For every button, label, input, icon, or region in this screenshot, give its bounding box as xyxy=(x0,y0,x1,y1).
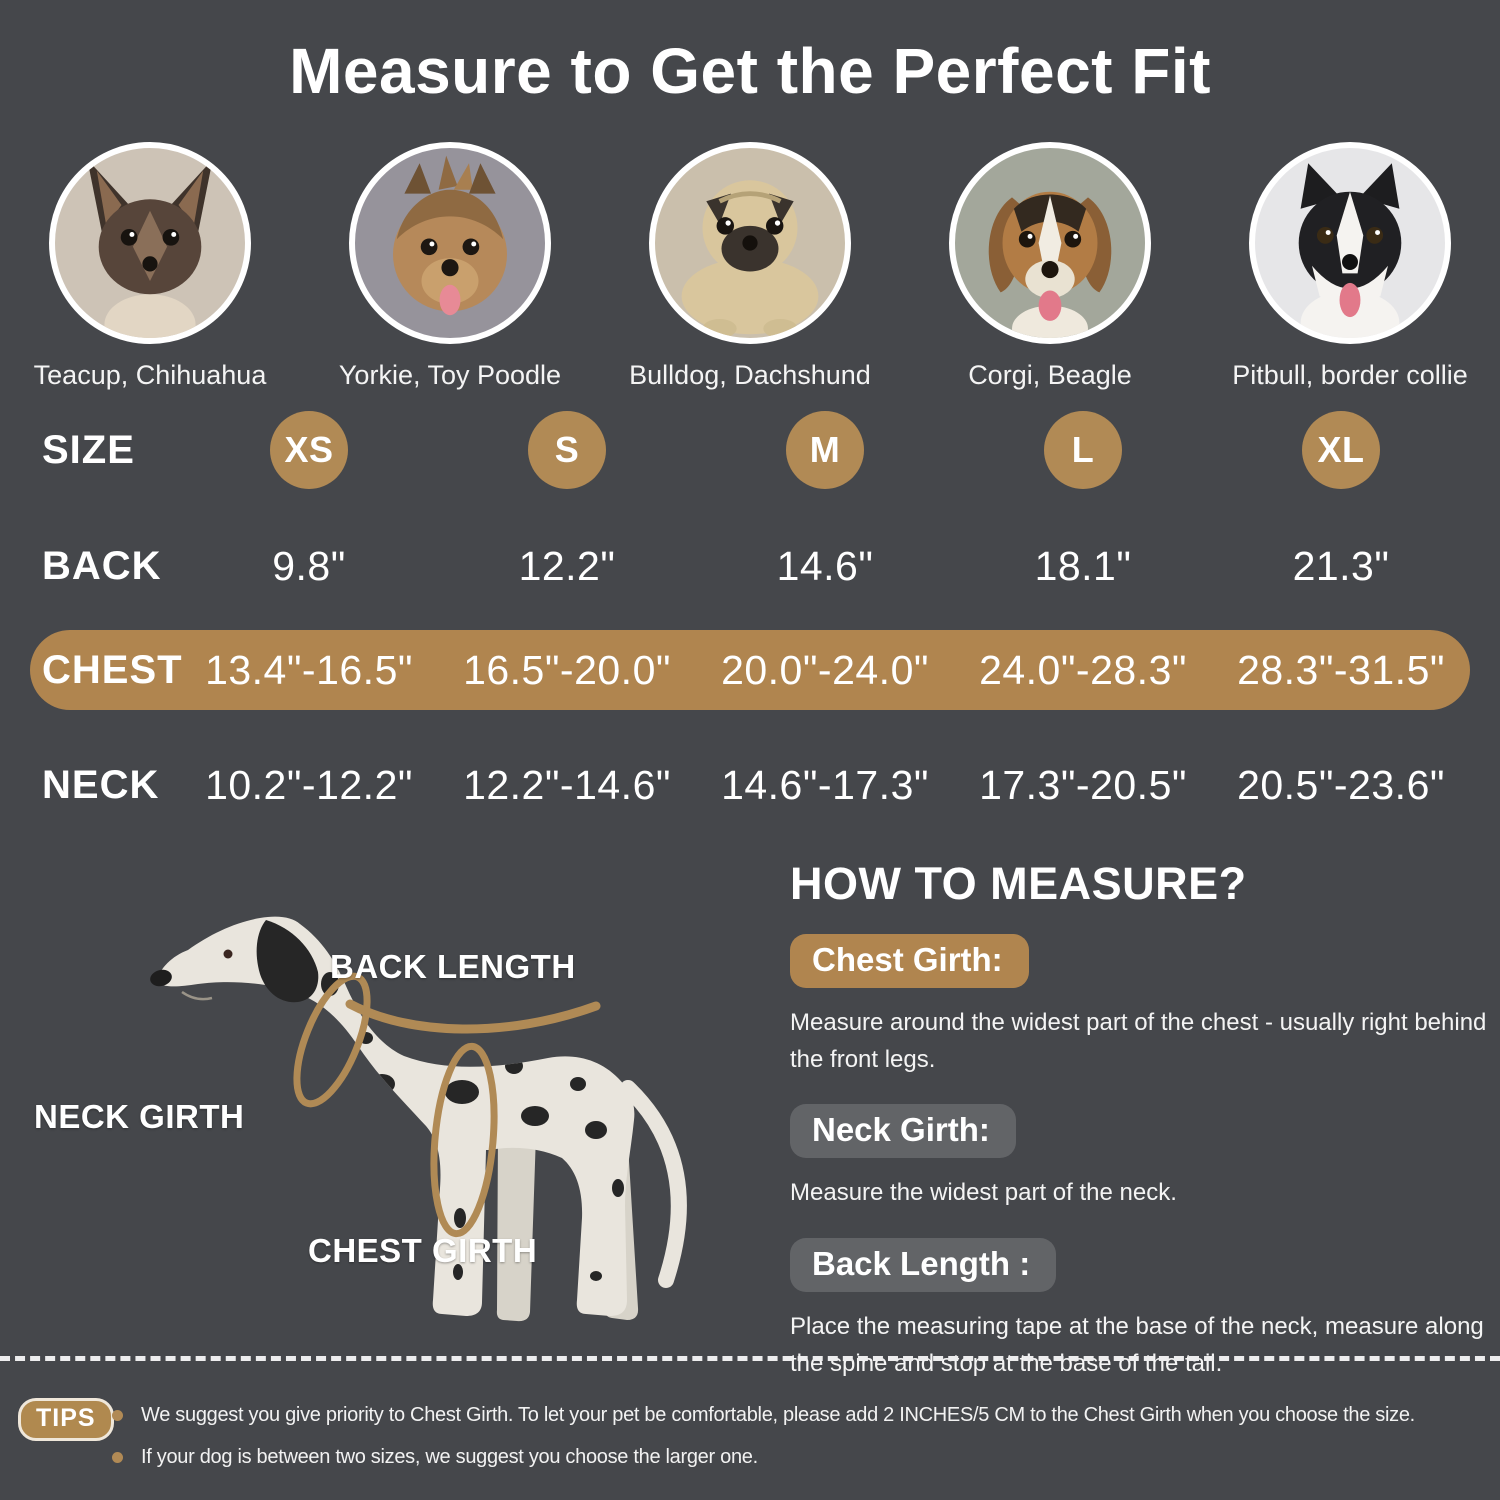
measuring-tape-marks xyxy=(293,972,601,1238)
breed-column-bulldog: Bulldog, Dachshund xyxy=(600,142,900,391)
how-to-measure-title: HOW TO MEASURE? xyxy=(790,858,1247,909)
back-row: BACK 9.8" 12.2" 14.6" 18.1" 21.3" xyxy=(30,526,1470,606)
dog-photo-beagle xyxy=(949,142,1151,344)
dog-photo-chihuahua xyxy=(49,142,251,344)
how-to-measure-section: HOW TO MEASURE? Chest Girth: Measure aro… xyxy=(790,858,1490,1408)
pug-illustration xyxy=(681,180,819,338)
breed-label: Yorkie, Toy Poodle xyxy=(338,360,562,390)
chest-row-highlighted: CHEST 13.4"-16.5" 16.5"-20.0" 20.0"-24.0… xyxy=(30,630,1470,710)
neck-value: 12.2"-14.6" xyxy=(463,761,671,808)
back-length-instructions: Place the measuring tape at the base of … xyxy=(790,1312,1484,1377)
tips-badge: TIPS xyxy=(18,1398,114,1441)
tip-text: We suggest you give priority to Chest Gi… xyxy=(141,1404,1415,1426)
beagle-illustration xyxy=(988,191,1112,338)
border-collie-illustration xyxy=(1298,163,1402,338)
bullet-dot-icon xyxy=(112,1452,123,1463)
size-badge-m: M xyxy=(786,411,864,489)
chest-value: 28.3"-31.5" xyxy=(1237,646,1445,693)
dalmatian-dog-illustration xyxy=(150,916,687,1322)
chest-value: 13.4"-16.5" xyxy=(205,646,413,693)
chest-row-header: CHEST xyxy=(42,647,183,692)
back-length-label: BACK LENGTH xyxy=(330,948,576,985)
breed-label: Pitbull, border collie xyxy=(1232,360,1468,390)
back-row-header: BACK xyxy=(42,543,162,588)
page-title: Measure to Get the Perfect Fit xyxy=(289,35,1211,107)
breed-column-yorkie: Yorkie, Toy Poodle xyxy=(300,142,600,391)
breed-label: Teacup, Chihuahua xyxy=(33,360,267,390)
back-length-pill: Back Length : xyxy=(790,1237,1057,1292)
neck-girth-instructions: Measure the widest part of the neck. xyxy=(790,1179,1177,1207)
tip-item: If your dog is between two sizes, we sug… xyxy=(112,1446,758,1469)
tip-item: We suggest you give priority to Chest Gi… xyxy=(112,1404,1415,1427)
tip-text: If your dog is between two sizes, we sug… xyxy=(141,1446,758,1468)
size-badge-xl: XL xyxy=(1302,411,1380,489)
back-value: 12.2" xyxy=(518,542,616,589)
size-row: SIZE XS S M L XL xyxy=(30,410,1470,490)
neck-value: 20.5"-23.6" xyxy=(1237,761,1445,808)
breed-label: Corgi, Beagle xyxy=(968,360,1132,390)
back-value: 21.3" xyxy=(1292,542,1390,589)
chest-girth-pill: Chest Girth: xyxy=(790,934,1029,988)
yorkie-illustration xyxy=(393,155,507,316)
chihuahua-illustration xyxy=(87,159,213,338)
neck-value: 14.6"-17.3" xyxy=(721,761,929,808)
dog-photo-yorkie xyxy=(349,142,551,344)
back-value: 14.6" xyxy=(776,542,874,589)
breed-label: Bulldog, Dachshund xyxy=(629,360,871,390)
measuring-diagram: BACK LENGTH NECK GIRTH CHEST GIRTH xyxy=(30,888,730,1350)
bullet-dot-icon xyxy=(112,1410,123,1421)
neck-girth-label: NECK GIRTH xyxy=(34,1098,245,1135)
breed-photo-row: Teacup, Chihuahua Yorkie, Toy Poodle xyxy=(0,142,1500,391)
back-value: 9.8" xyxy=(272,542,346,589)
size-badge-s: S xyxy=(528,411,606,489)
chest-girth-label: CHEST GIRTH xyxy=(308,1232,538,1269)
back-value: 18.1" xyxy=(1034,542,1132,589)
chest-value: 16.5"-20.0" xyxy=(463,646,671,693)
breed-column-corgi: Corgi, Beagle xyxy=(900,142,1200,391)
dog-photo-pug xyxy=(649,142,851,344)
neck-girth-pill: Neck Girth: xyxy=(790,1104,1016,1159)
size-row-header: SIZE xyxy=(42,427,135,472)
neck-row: NECK 10.2"-12.2" 12.2"-14.6" 14.6"-17.3"… xyxy=(30,745,1470,825)
size-badge-xs: XS xyxy=(270,411,348,489)
breed-column-pitbull: Pitbull, border collie xyxy=(1200,142,1500,391)
size-badge-l: L xyxy=(1044,411,1122,489)
neck-value: 10.2"-12.2" xyxy=(205,761,413,808)
neck-value: 17.3"-20.5" xyxy=(979,761,1187,808)
chest-value: 20.0"-24.0" xyxy=(721,646,929,693)
dog-photo-border-collie xyxy=(1249,142,1451,344)
chest-value: 24.0"-28.3" xyxy=(979,646,1187,693)
breed-column-teacup: Teacup, Chihuahua xyxy=(0,142,300,391)
neck-row-header: NECK xyxy=(42,762,160,807)
dashed-divider xyxy=(0,1356,1500,1361)
chest-girth-instructions: Measure around the widest part of the ch… xyxy=(790,1009,1487,1074)
